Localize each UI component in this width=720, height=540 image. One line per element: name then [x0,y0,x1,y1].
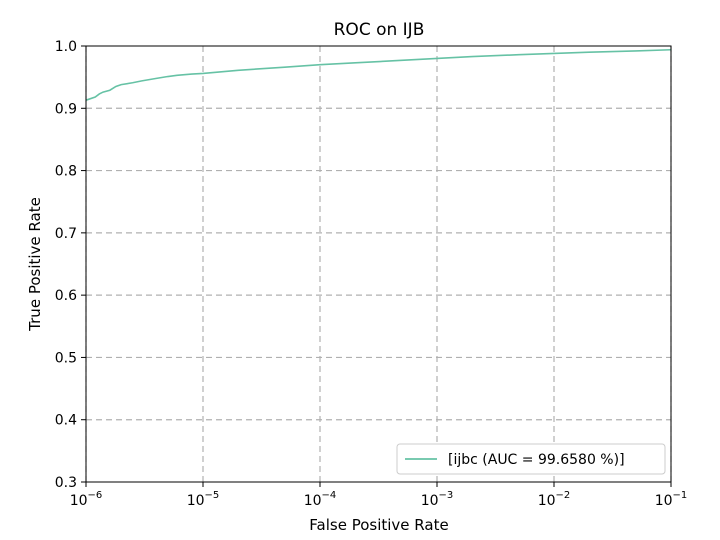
plot-frame [85,45,672,483]
y-tick-label: 0.4 [55,413,77,429]
y-axis-label: True Positive Rate [26,197,44,332]
x-tick-label: 10−3 [421,490,454,509]
x-tick-label: 10−2 [538,490,571,509]
y-tick-label: 0.8 [55,164,77,180]
x-tick-label: 10−5 [187,490,220,509]
chart-title: ROC on IJB [334,20,425,40]
x-axis-label: False Positive Rate [309,516,448,534]
x-tick-label: 10−4 [304,490,337,509]
x-tick-label: 10−6 [70,490,103,509]
series-layer [85,48,672,101]
y-tick-label: 0.6 [55,288,77,304]
series-line-0 [85,48,672,101]
legend-entry-label: [ijbc (AUC = 99.6580 %)] [448,452,625,468]
tick-layer: 10−6 10−5 10−4 10−3 10−2 10−1 0.3 0.4 0.5 0.6 0.7 0… [55,39,688,509]
grid-layer [85,46,672,482]
legend: [ijbc (AUC = 99.6580 %)] [396,443,666,475]
x-tick-label: 10−1 [655,490,688,509]
y-tick-label: 0.9 [55,101,77,117]
y-tick-label: 0.5 [55,350,77,366]
legend-box [396,443,666,475]
y-tick-label: 0.7 [55,226,77,242]
y-tick-label: 1.0 [55,39,77,55]
y-tick-label: 0.3 [55,475,77,491]
